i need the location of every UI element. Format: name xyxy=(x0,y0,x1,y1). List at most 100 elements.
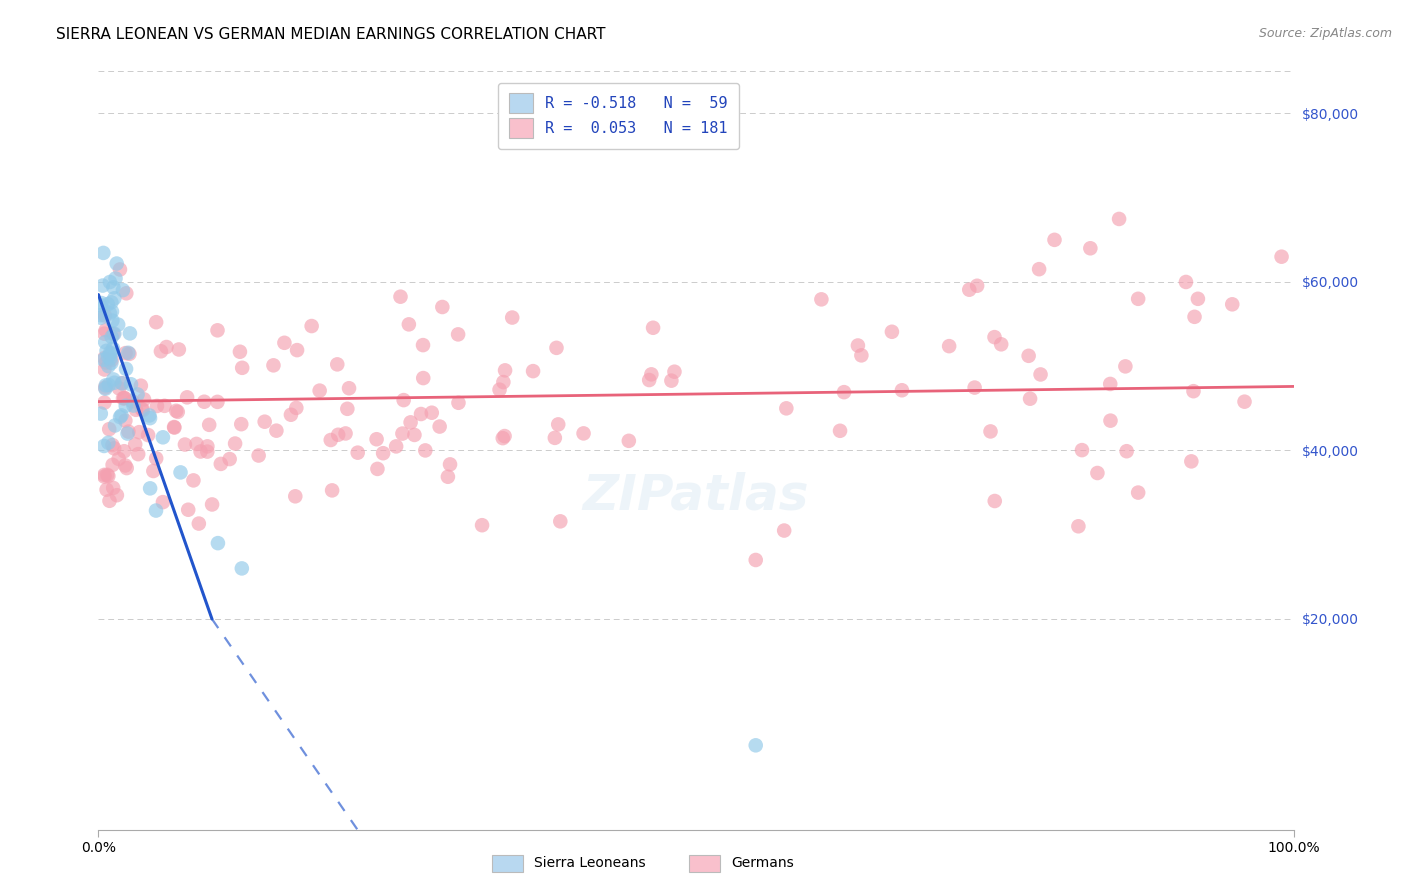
Point xyxy=(280,408,302,422)
Point xyxy=(103,326,125,341)
Point xyxy=(111,376,134,391)
Point xyxy=(93,395,115,409)
Point xyxy=(285,401,308,415)
Point xyxy=(108,262,131,277)
Point xyxy=(201,498,224,512)
Point xyxy=(321,483,343,498)
Point xyxy=(1180,454,1202,468)
Point xyxy=(966,278,988,293)
Point xyxy=(366,432,388,446)
Point xyxy=(412,338,434,352)
Point xyxy=(110,409,132,423)
Point xyxy=(207,323,229,337)
Point xyxy=(641,320,664,334)
Point xyxy=(1271,250,1294,264)
Point xyxy=(117,425,139,439)
Point xyxy=(98,422,121,436)
Point xyxy=(93,246,115,260)
Text: Germans: Germans xyxy=(731,856,794,871)
Point xyxy=(105,488,128,502)
Point xyxy=(546,341,568,355)
Point xyxy=(105,256,128,270)
Point xyxy=(101,342,124,356)
Point xyxy=(104,418,127,433)
Point xyxy=(91,278,114,293)
Point xyxy=(163,420,186,434)
Point xyxy=(97,469,120,483)
Point xyxy=(371,446,394,460)
Point xyxy=(429,419,451,434)
Point xyxy=(167,343,190,357)
Point xyxy=(492,431,515,445)
Point xyxy=(398,318,420,332)
Point xyxy=(101,438,124,452)
Point xyxy=(207,395,229,409)
Point xyxy=(153,399,176,413)
Point xyxy=(96,467,118,482)
Point xyxy=(100,351,122,366)
Point xyxy=(190,444,212,458)
Point xyxy=(832,385,855,400)
Point xyxy=(488,383,510,397)
Point xyxy=(572,426,595,441)
Point xyxy=(96,483,118,497)
Text: Source: ZipAtlas.com: Source: ZipAtlas.com xyxy=(1258,27,1392,40)
Point xyxy=(186,437,208,451)
Point xyxy=(492,375,515,389)
Point xyxy=(198,417,221,432)
Point xyxy=(501,310,523,325)
Point xyxy=(828,424,851,438)
Point xyxy=(94,323,117,337)
Point xyxy=(392,393,415,408)
Point xyxy=(413,443,436,458)
Point xyxy=(107,318,129,332)
Point xyxy=(111,376,134,391)
Point xyxy=(745,553,768,567)
Point xyxy=(100,330,122,344)
Point xyxy=(1220,297,1243,311)
Point xyxy=(231,360,253,375)
Point xyxy=(101,313,124,327)
Point xyxy=(346,445,368,459)
Point xyxy=(247,449,270,463)
Point xyxy=(301,319,323,334)
Point xyxy=(938,339,960,353)
Point xyxy=(775,401,797,416)
Point xyxy=(404,428,426,442)
Point xyxy=(963,380,986,394)
Point xyxy=(409,407,432,421)
Point xyxy=(957,283,980,297)
Point xyxy=(103,376,125,390)
Point xyxy=(550,514,572,528)
Point xyxy=(145,451,167,466)
Point xyxy=(146,399,169,413)
Point xyxy=(437,469,460,483)
Point xyxy=(385,439,408,453)
Point xyxy=(335,426,357,441)
Point xyxy=(439,458,461,472)
Text: ZIPatlas: ZIPatlas xyxy=(582,472,810,520)
Point xyxy=(129,378,152,392)
Point xyxy=(114,399,136,413)
Point xyxy=(193,394,215,409)
Point xyxy=(94,335,117,350)
Point xyxy=(890,384,912,398)
Point xyxy=(155,340,177,354)
Point xyxy=(97,359,120,374)
Point xyxy=(108,410,131,425)
Point xyxy=(93,469,115,483)
Point xyxy=(1028,262,1050,277)
Point xyxy=(285,343,308,358)
Point xyxy=(1182,384,1205,399)
Point xyxy=(127,387,149,401)
Point xyxy=(145,315,167,329)
Point xyxy=(117,426,139,441)
Point xyxy=(101,304,124,318)
Point xyxy=(98,275,121,289)
Point xyxy=(121,394,143,409)
Point xyxy=(103,280,125,294)
Point xyxy=(120,377,142,392)
Point xyxy=(114,458,136,473)
Point xyxy=(319,433,342,447)
Point xyxy=(432,300,454,314)
